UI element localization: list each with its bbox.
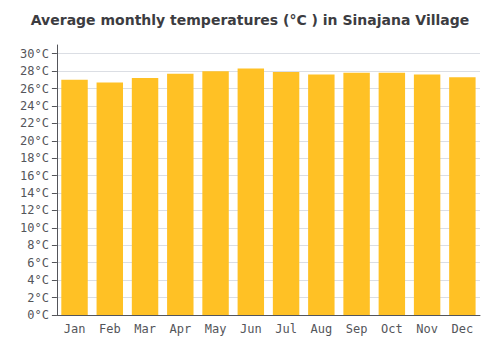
svg-text:Mar: Mar [134,322,156,336]
svg-text:Average monthly temperatures (: Average monthly temperatures (°C ) in Si… [31,12,469,28]
svg-text:Jan: Jan [64,322,86,336]
svg-text:Jun: Jun [240,322,262,336]
svg-text:24°C: 24°C [20,99,49,113]
svg-text:26°C: 26°C [20,82,49,96]
svg-text:10°C: 10°C [20,221,49,235]
svg-text:22°C: 22°C [20,116,49,130]
svg-text:8°C: 8°C [27,238,49,252]
svg-text:2°C: 2°C [27,291,49,305]
svg-text:Apr: Apr [169,322,191,336]
svg-text:Sep: Sep [346,322,368,336]
svg-text:Feb: Feb [99,322,121,336]
svg-text:Aug: Aug [310,322,332,336]
svg-text:30°C: 30°C [20,47,49,61]
svg-text:6°C: 6°C [27,256,49,270]
svg-text:0°C: 0°C [27,308,49,322]
svg-text:Dec: Dec [452,322,474,336]
svg-text:Oct: Oct [381,322,403,336]
svg-text:16°C: 16°C [20,169,49,183]
svg-text:18°C: 18°C [20,151,49,165]
svg-text:14°C: 14°C [20,186,49,200]
svg-text:Nov: Nov [416,322,438,336]
svg-text:May: May [205,322,227,336]
svg-text:28°C: 28°C [20,64,49,78]
svg-text:4°C: 4°C [27,273,49,287]
svg-text:20°C: 20°C [20,134,49,148]
svg-text:12°C: 12°C [20,203,49,217]
svg-text:Jul: Jul [275,322,297,336]
